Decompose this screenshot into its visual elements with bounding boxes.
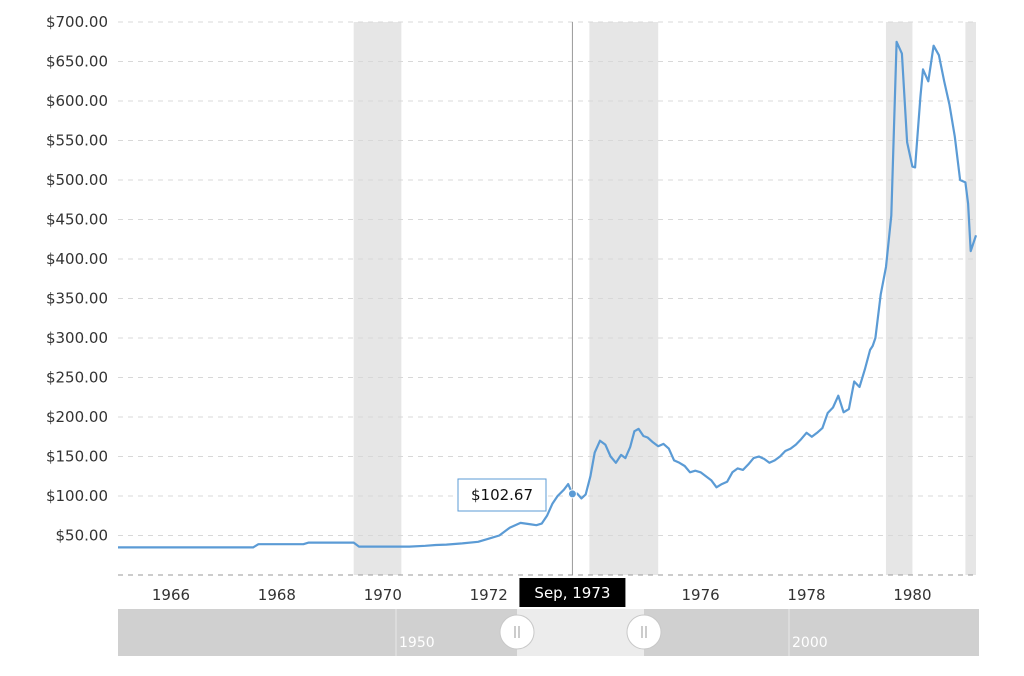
tooltip-value: $102.67 [471,486,533,504]
y-tick-label: $100.00 [46,487,108,505]
navigator-selected-range[interactable] [517,609,644,656]
y-tick-label: $450.00 [46,211,108,229]
grid-lines [118,21,976,536]
navigator-year-label: 1950 [399,635,435,651]
series-line [118,40,978,549]
y-tick-label: $250.00 [46,369,108,387]
crosshair-label-box [519,578,626,607]
y-axis-labels: $50.00 $100.00 $150.00 $200.00 $250.00 $300.0… [46,13,108,545]
handle-knob[interactable] [626,614,662,650]
y-tick-label: $550.00 [46,132,108,150]
x-tick-label: 1966 [152,586,190,604]
x-tick-label: 1970 [364,586,402,604]
x-tick-label: 1978 [787,586,825,604]
handle-knob[interactable] [499,614,535,650]
navigator-left-handle[interactable] [499,614,535,650]
x-tick-label: 1968 [258,586,296,604]
y-tick-label: $650.00 [46,53,108,71]
y-tick-label: $50.00 [56,527,109,545]
x-tick-label: 1980 [893,586,931,604]
y-tick-label: $700.00 [46,13,108,31]
y-tick-label: $500.00 [46,171,108,189]
crosshair-date-text: Sep, 1973 [534,584,610,602]
y-tick-label: $600.00 [46,92,108,110]
y-tick-label: $150.00 [46,448,108,466]
x-tick-label: 1976 [681,586,719,604]
x-tick-label: 1972 [470,586,508,604]
range-navigator[interactable]: 1950 2000 [118,609,979,656]
y-tick-label: $300.00 [46,329,108,347]
navigator-right-handle[interactable] [626,614,662,650]
crosshair-date-label: Sep, 1973 [519,578,626,607]
hover-point-marker [567,489,577,499]
y-tick-label: $400.00 [46,250,108,268]
value-tooltip: $102.67 [457,478,547,512]
navigator-year-label: 2000 [792,635,828,651]
tooltip-box [457,478,547,512]
y-tick-label: $350.00 [46,290,108,308]
y-tick-label: $200.00 [46,408,108,426]
